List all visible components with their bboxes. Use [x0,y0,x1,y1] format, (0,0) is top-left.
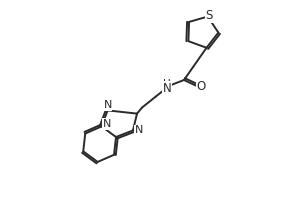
Text: O: O [196,80,206,93]
Text: N: N [103,100,112,110]
Text: H: H [163,79,171,89]
Text: N: N [102,119,111,129]
Text: N: N [135,125,143,135]
Text: N: N [163,82,171,95]
Text: S: S [206,9,213,22]
